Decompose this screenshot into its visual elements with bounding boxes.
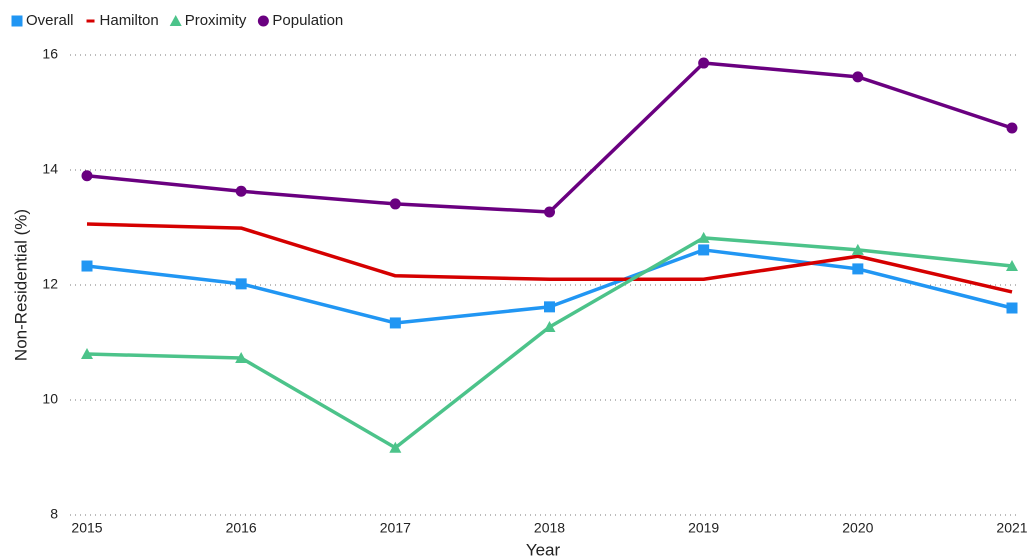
legend-label: Overall xyxy=(26,12,74,29)
data-point xyxy=(235,278,247,290)
y-tick-label: 16 xyxy=(42,46,58,62)
x-tick-label: 2021 xyxy=(996,520,1027,536)
legend-marker xyxy=(257,15,269,27)
legend-label: Hamilton xyxy=(100,12,159,29)
data-point xyxy=(544,301,555,313)
legend-marker xyxy=(169,15,182,26)
legend-label: Proximity xyxy=(185,12,247,29)
data-point xyxy=(81,348,93,359)
data-point xyxy=(852,71,864,83)
x-tick-label: 2017 xyxy=(380,520,411,536)
data-point xyxy=(1006,122,1018,134)
data-point xyxy=(235,185,247,197)
data-point xyxy=(389,317,401,329)
data-point xyxy=(389,198,401,210)
data-point xyxy=(81,170,93,182)
data-point xyxy=(698,244,710,256)
legend-marker xyxy=(86,19,95,23)
y-tick-label: 10 xyxy=(42,391,58,407)
data-point xyxy=(698,57,710,69)
data-point xyxy=(1006,260,1018,272)
y-axis-label: Non-Residential (%) xyxy=(11,209,30,361)
series-line xyxy=(86,236,1013,450)
x-axis-label: Year xyxy=(526,540,561,559)
data-point xyxy=(697,231,710,243)
data-point xyxy=(851,243,864,255)
y-tick-label: 12 xyxy=(42,276,58,292)
data-point xyxy=(389,441,402,453)
y-tick-label: 14 xyxy=(42,161,58,177)
y-tick-label: 8 xyxy=(50,506,58,522)
data-point xyxy=(235,352,248,364)
data-point xyxy=(1006,302,1018,314)
x-tick-label: 2015 xyxy=(71,520,102,536)
x-tick-label: 2020 xyxy=(842,520,873,536)
legend-label: Population xyxy=(272,12,343,29)
series-line xyxy=(86,61,1013,214)
series-line xyxy=(86,222,1013,294)
data-point xyxy=(543,320,556,332)
legend-marker xyxy=(11,15,23,27)
x-tick-label: 2019 xyxy=(688,520,719,536)
data-point xyxy=(81,260,93,272)
data-point xyxy=(544,206,555,218)
data-point xyxy=(852,263,864,275)
x-tick-label: 2016 xyxy=(226,520,257,536)
x-tick-label: 2018 xyxy=(534,520,565,536)
